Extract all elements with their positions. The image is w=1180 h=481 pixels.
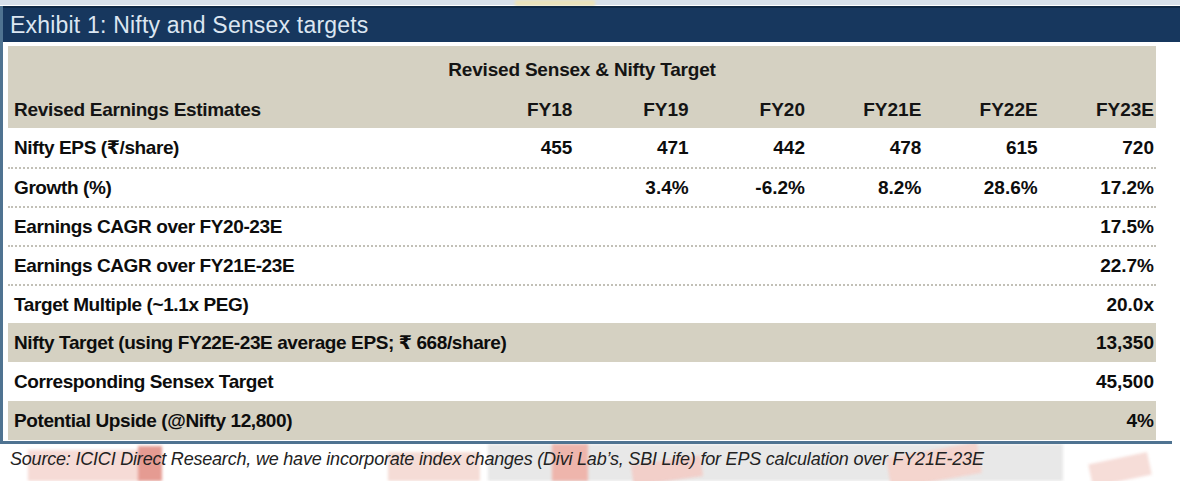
table-row: Growth (%) 3.4% -6.2% 8.2% 28.6% 17.2% [8, 167, 1156, 206]
column-header-row: Revised Earnings Estimates FY18 FY19 FY2… [8, 88, 1156, 128]
column-header-fy19: FY19 [574, 99, 690, 121]
table-left-rule [0, 6, 3, 443]
table-row: Earnings CAGR over FY21E-23E 22.7% [8, 245, 1156, 284]
column-header-fy20: FY20 [691, 99, 807, 121]
cell-value: 17.5% [1040, 216, 1156, 238]
source-note: Source: ICICI Direct Research, we have i… [10, 449, 984, 470]
column-header-fy23e: FY23E [1040, 99, 1156, 121]
exhibit-page: Exhibit 1: Nifty and Sensex targets Revi… [0, 0, 1180, 481]
cell-value: 471 [574, 137, 690, 159]
cell-value: 720 [1040, 137, 1156, 159]
exhibit-title-bar: Exhibit 1: Nifty and Sensex targets [0, 6, 1180, 42]
cell-value: 442 [691, 137, 807, 159]
row-label: Corresponding Sensex Target [8, 371, 458, 393]
table-row: Corresponding Sensex Target 45,500 [8, 362, 1156, 401]
cell-value: 3.4% [574, 177, 690, 199]
targets-table: Revised Sensex & Nifty Target Revised Ea… [8, 46, 1156, 440]
row-label: Nifty Target (using FY22E-23E average EP… [8, 331, 458, 354]
cell-value: 615 [923, 137, 1039, 159]
row-label: Earnings CAGR over FY21E-23E [8, 255, 458, 277]
cell-value: 8.2% [807, 177, 923, 199]
row-label: Nifty EPS (₹/share) [8, 136, 458, 159]
row-label: Earnings CAGR over FY20-23E [8, 216, 458, 238]
cell-value: 20.0x [1040, 294, 1156, 316]
row-label: Potential Upside (@Nifty 12,800) [8, 410, 458, 432]
table-row: Target Multiple (~1.1x PEG) 20.0x [8, 284, 1156, 323]
row-label: Growth (%) [8, 177, 458, 199]
column-header-fy22e: FY22E [923, 99, 1039, 121]
column-header-fy18: FY18 [458, 99, 574, 121]
table-band-title: Revised Sensex & Nifty Target [8, 46, 1156, 88]
cell-value: -6.2% [691, 177, 807, 199]
table-row: Nifty EPS (₹/share) 455 471 442 478 615 … [8, 128, 1156, 167]
cell-value: 13,350 [1040, 332, 1156, 354]
cell-value: 28.6% [923, 177, 1039, 199]
cell-value: 455 [458, 137, 574, 159]
cell-value: 45,500 [1040, 371, 1156, 393]
column-header-fy21e: FY21E [807, 99, 923, 121]
row-header-label: Revised Earnings Estimates [8, 99, 458, 121]
exhibit-title: Exhibit 1: Nifty and Sensex targets [0, 12, 369, 39]
row-label: Target Multiple (~1.1x PEG) [8, 294, 458, 316]
table-header-band: Revised Sensex & Nifty Target Revised Ea… [8, 46, 1156, 128]
table-bottom-rule [0, 441, 1172, 444]
table-row-highlight: Potential Upside (@Nifty 12,800) 4% [8, 401, 1156, 440]
table-row-highlight: Nifty Target (using FY22E-23E average EP… [8, 323, 1156, 362]
table-row: Earnings CAGR over FY20-23E 17.5% [8, 206, 1156, 245]
cell-value: 22.7% [1040, 255, 1156, 277]
cell-value: 4% [1040, 410, 1156, 432]
cell-value: 478 [807, 137, 923, 159]
cell-value: 17.2% [1040, 177, 1156, 199]
watermark-shape [1088, 452, 1151, 481]
